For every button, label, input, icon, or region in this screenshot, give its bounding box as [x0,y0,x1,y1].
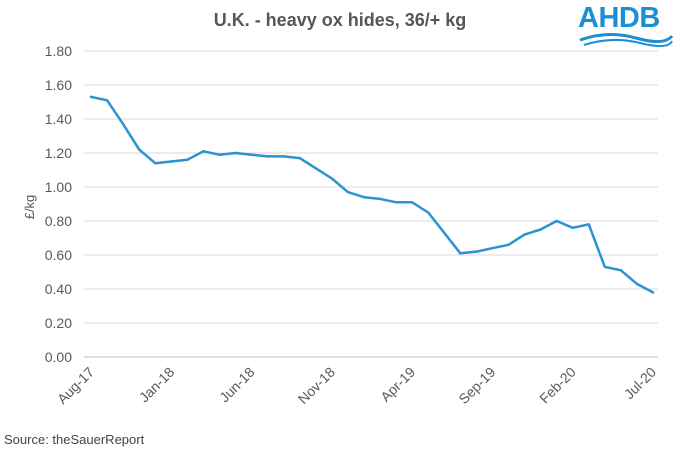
y-tick-label: 1.20 [45,145,72,161]
y-tick-label: 0.00 [45,349,72,365]
series-line [89,95,655,294]
x-tick-label: Jul-20 [621,364,659,402]
data-point [330,177,334,180]
data-point [170,160,173,163]
data-point [218,153,221,156]
logo-text: AHDB [578,2,660,34]
data-point [555,219,558,223]
data-point [507,243,510,246]
y-tick-label: 0.80 [45,213,72,229]
data-point [202,150,205,153]
data-point [346,190,350,194]
y-tick-label: 1.80 [45,43,72,59]
data-point [491,247,494,250]
y-axis-ticks: 0.00 0.20 0.40 0.60 0.80 1.00 1.20 1.40 1.60 1.80 [45,43,72,365]
source-note: Source: theSauerReport [4,432,145,447]
y-tick-label: 1.00 [45,179,72,195]
x-tick-label: Apr-19 [377,364,418,405]
data-point [282,155,285,158]
y-tick-label: 0.40 [45,281,72,297]
data-point [651,291,655,294]
data-point [378,197,382,201]
data-point [137,148,141,151]
data-point [394,201,398,204]
data-point [250,153,253,156]
y-tick-label: 0.60 [45,247,72,263]
y-tick-label: 1.40 [45,111,72,127]
chart-title: U.K. - heavy ox hides, 36/+ kg [213,10,467,30]
y-axis-label: £/kg [22,195,37,220]
data-point [475,250,478,253]
data-point [410,201,414,204]
data-point [619,269,623,272]
x-tick-label: Aug-17 [54,364,97,407]
x-tick-label: Nov-18 [295,364,338,407]
data-point [523,233,526,236]
data-point [105,99,109,102]
data-point [298,156,301,160]
data-point [154,162,157,165]
data-point [635,282,639,286]
data-point [427,211,430,214]
logo-swoosh-icon [579,33,674,47]
data-point [539,228,542,231]
series-line-group [89,95,655,294]
data-point [234,151,237,155]
x-tick-label: Jun-18 [216,364,258,406]
y-tick-label: 1.60 [45,77,72,93]
data-point [603,265,607,269]
y-tick-label: 0.20 [45,315,72,331]
x-tick-label: Feb-20 [536,364,579,407]
x-axis-ticks: Aug-17 Jan-18 Jun-18 Nov-18 Apr-19 Sep-19 Feb-… [54,364,659,407]
data-point [186,158,189,161]
data-point [459,252,462,255]
x-tick-label: Sep-19 [455,364,498,407]
ahdb-logo: AHDB [578,2,674,50]
data-point [121,122,125,126]
data-point [443,231,446,235]
data-point [362,196,366,199]
data-point [571,226,574,229]
data-point [587,223,590,226]
x-tick-label: Jan-18 [136,364,178,406]
data-point [89,95,93,99]
data-point [314,167,317,170]
gridlines [84,50,658,324]
data-point [266,155,269,158]
